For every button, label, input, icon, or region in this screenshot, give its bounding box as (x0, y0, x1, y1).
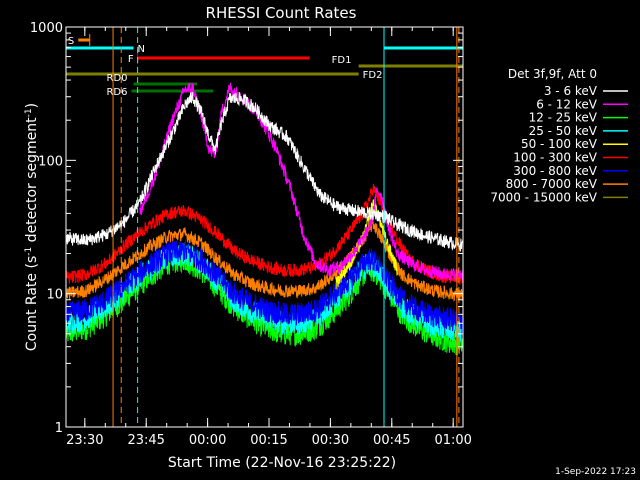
x-tick-label: 23:45 (127, 433, 164, 448)
flag-label-rd0: RD0 (107, 73, 128, 84)
series-line-7 (65, 217, 464, 302)
legend-label: 12 - 25 keV (529, 111, 598, 125)
flag-label-n: N (138, 44, 145, 55)
x-tick-label: 23:30 (66, 433, 103, 448)
series-line-5 (65, 183, 464, 285)
legend-label: 300 - 800 keV (513, 164, 597, 178)
series-line-6 (65, 239, 464, 333)
legend-label: 50 - 100 keV (521, 137, 598, 151)
vertical-markers (112, 27, 460, 427)
x-tick-label: 00:00 (189, 433, 226, 448)
flag-label-fd1: FD1 (332, 55, 352, 66)
x-tick-label: 00:45 (373, 433, 410, 448)
series-line-0 (65, 91, 464, 252)
x-tick-label: 01:00 (434, 433, 471, 448)
flag-label-f: F (128, 54, 134, 65)
y-tick-label: 1 (55, 421, 63, 436)
legend-label: 100 - 300 keV (513, 151, 597, 165)
legend-label: 800 - 7000 keV (506, 177, 598, 191)
chart-title: RHESSI Count Rates (206, 4, 357, 22)
flag-label-rd6: RD6 (106, 87, 127, 98)
series-line-4 (335, 199, 398, 290)
x-axis-label: Start Time (22-Nov-16 23:25:22) (168, 455, 396, 471)
y-axis-label: Count Rate (s-1 detector segment-1) (24, 103, 40, 351)
x-tick-label: 00:15 (250, 433, 287, 448)
legend-label: 3 - 6 keV (544, 84, 598, 98)
footer-timestamp: 1-Sep-2022 17:23 (555, 467, 636, 477)
legend-label: 6 - 12 keV (536, 97, 598, 111)
flag-label-s: S (68, 36, 74, 47)
axes: 23:30 23:45 00:00 00:15 00:30 00:45 01:00 1 10 10… (30, 21, 472, 448)
y-tick-label: 10 (46, 288, 63, 303)
legend-title: Det 3f,9f, Att 0 (508, 67, 597, 81)
flag-bars: S NF FD1 FD2 RD0 RD6 (66, 34, 463, 98)
x-tick-label: 00:30 (312, 433, 349, 448)
legend-label: 7000 - 15000 keV (490, 190, 597, 204)
y-tick-label: 1000 (30, 21, 63, 36)
legend-label: 25 - 50 keV (529, 124, 598, 138)
y-tick-label: 100 (38, 154, 63, 169)
plot-frame (65, 26, 464, 428)
series-layer (65, 82, 464, 356)
series-line-1 (139, 82, 464, 281)
flag-label-fd2: FD2 (363, 70, 383, 81)
